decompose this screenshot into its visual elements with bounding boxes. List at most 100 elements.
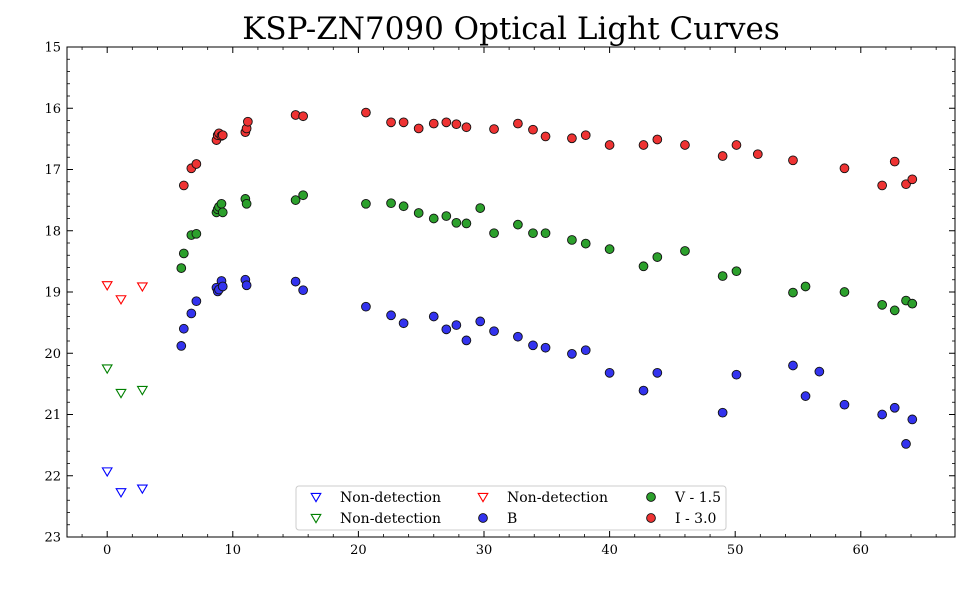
v-band-point — [241, 198, 252, 209]
v-band-point — [428, 213, 439, 224]
b-band-point — [638, 385, 649, 396]
v-band-point — [839, 287, 850, 297]
legend-marker — [310, 492, 322, 503]
legend-box — [295, 485, 727, 531]
y-tick-label: 19 — [44, 286, 61, 301]
v-band-point — [652, 252, 663, 262]
legend-label: I - 3.0 — [675, 511, 716, 527]
i-band-point — [680, 140, 690, 150]
i-band-point — [217, 130, 228, 141]
b-band-point — [298, 285, 308, 296]
non-detection-marker — [101, 281, 113, 291]
v-band-point — [298, 190, 308, 201]
b-band-point — [428, 311, 439, 322]
x-tick-label: 20 — [350, 543, 367, 558]
plot-area — [66, 46, 956, 538]
v-band-point — [788, 287, 798, 298]
b-band-point — [901, 439, 911, 449]
b-band-point — [567, 349, 577, 359]
i-band-point — [441, 117, 452, 128]
i-band-point — [717, 151, 728, 161]
b-band-point — [461, 335, 472, 346]
b-band-point — [361, 301, 371, 312]
y-tick-label: 22 — [44, 469, 61, 484]
i-band-point — [580, 130, 591, 141]
b-band-point — [604, 368, 615, 378]
y-tick-label: 18 — [44, 224, 61, 239]
v-band-point — [176, 263, 187, 273]
v-band-point — [441, 211, 452, 221]
b-band-point — [800, 391, 811, 401]
non-detection-marker — [136, 484, 149, 495]
i-band-point — [386, 117, 396, 128]
b-band-point — [398, 318, 409, 329]
b-band-point — [907, 414, 918, 425]
b-band-point — [178, 323, 189, 334]
v-band-point — [290, 195, 301, 205]
v-band-point — [731, 266, 742, 277]
v-band-point — [178, 248, 189, 259]
x-tick-label: 60 — [853, 543, 870, 558]
legend-marker — [646, 492, 656, 502]
i-band-point — [638, 140, 649, 150]
b-band-point — [475, 316, 486, 327]
data-points — [101, 107, 918, 498]
b-band-point — [652, 368, 663, 378]
b-band-point — [191, 296, 202, 307]
y-tick-label: 15 — [44, 41, 61, 56]
b-band-point — [217, 281, 228, 292]
v-band-point — [475, 203, 486, 213]
v-band-point — [191, 228, 202, 239]
b-band-point — [717, 407, 728, 418]
v-band-point — [889, 305, 900, 316]
i-band-point — [907, 174, 918, 185]
v-band-point — [398, 201, 409, 212]
i-band-point — [191, 159, 202, 169]
y-tick-label: 20 — [44, 347, 61, 362]
non-detection-marker — [136, 385, 149, 396]
b-band-point — [186, 308, 197, 319]
i-band-point — [839, 163, 850, 174]
non-detection-marker — [115, 295, 127, 306]
non-detection-marker — [101, 467, 113, 478]
v-band-point — [877, 300, 888, 310]
v-band-point — [580, 238, 591, 249]
v-band-point — [513, 219, 523, 230]
i-band-point — [178, 180, 189, 191]
i-band-point — [528, 124, 538, 135]
x-tick-label: 40 — [601, 543, 618, 558]
i-band-point — [652, 134, 663, 145]
v-band-point — [216, 198, 227, 209]
b-band-point — [814, 366, 825, 377]
b-band-point — [731, 369, 742, 380]
i-band-point — [461, 122, 472, 133]
y-tick-label: 17 — [44, 163, 61, 178]
i-band-point — [567, 133, 577, 144]
v-band-point — [386, 198, 396, 209]
i-band-point — [889, 156, 900, 167]
i-band-point — [298, 111, 308, 122]
v-band-point — [451, 217, 462, 228]
i-band-point — [398, 117, 409, 128]
b-band-point — [580, 345, 591, 356]
i-band-point — [901, 179, 911, 190]
legend-label: B — [507, 511, 517, 527]
axes-frame — [66, 46, 956, 538]
non-detection-marker — [136, 282, 149, 293]
y-tick-label: 23 — [44, 531, 61, 546]
chart-title: KSP-ZN7090 Optical Light Curves — [242, 11, 780, 47]
b-band-point — [241, 280, 252, 291]
v-band-point — [907, 298, 918, 309]
legend-label: V - 1.5 — [674, 490, 721, 506]
b-band-point — [540, 342, 551, 353]
v-band-point — [800, 281, 811, 292]
non-detection-marker — [101, 364, 113, 375]
y-tick-label: 21 — [44, 408, 61, 423]
b-band-point — [839, 399, 850, 410]
v-band-point — [528, 228, 538, 239]
i-band-point — [428, 118, 439, 129]
b-band-point — [290, 276, 301, 287]
b-band-point — [441, 324, 452, 335]
i-band-point — [243, 116, 253, 127]
